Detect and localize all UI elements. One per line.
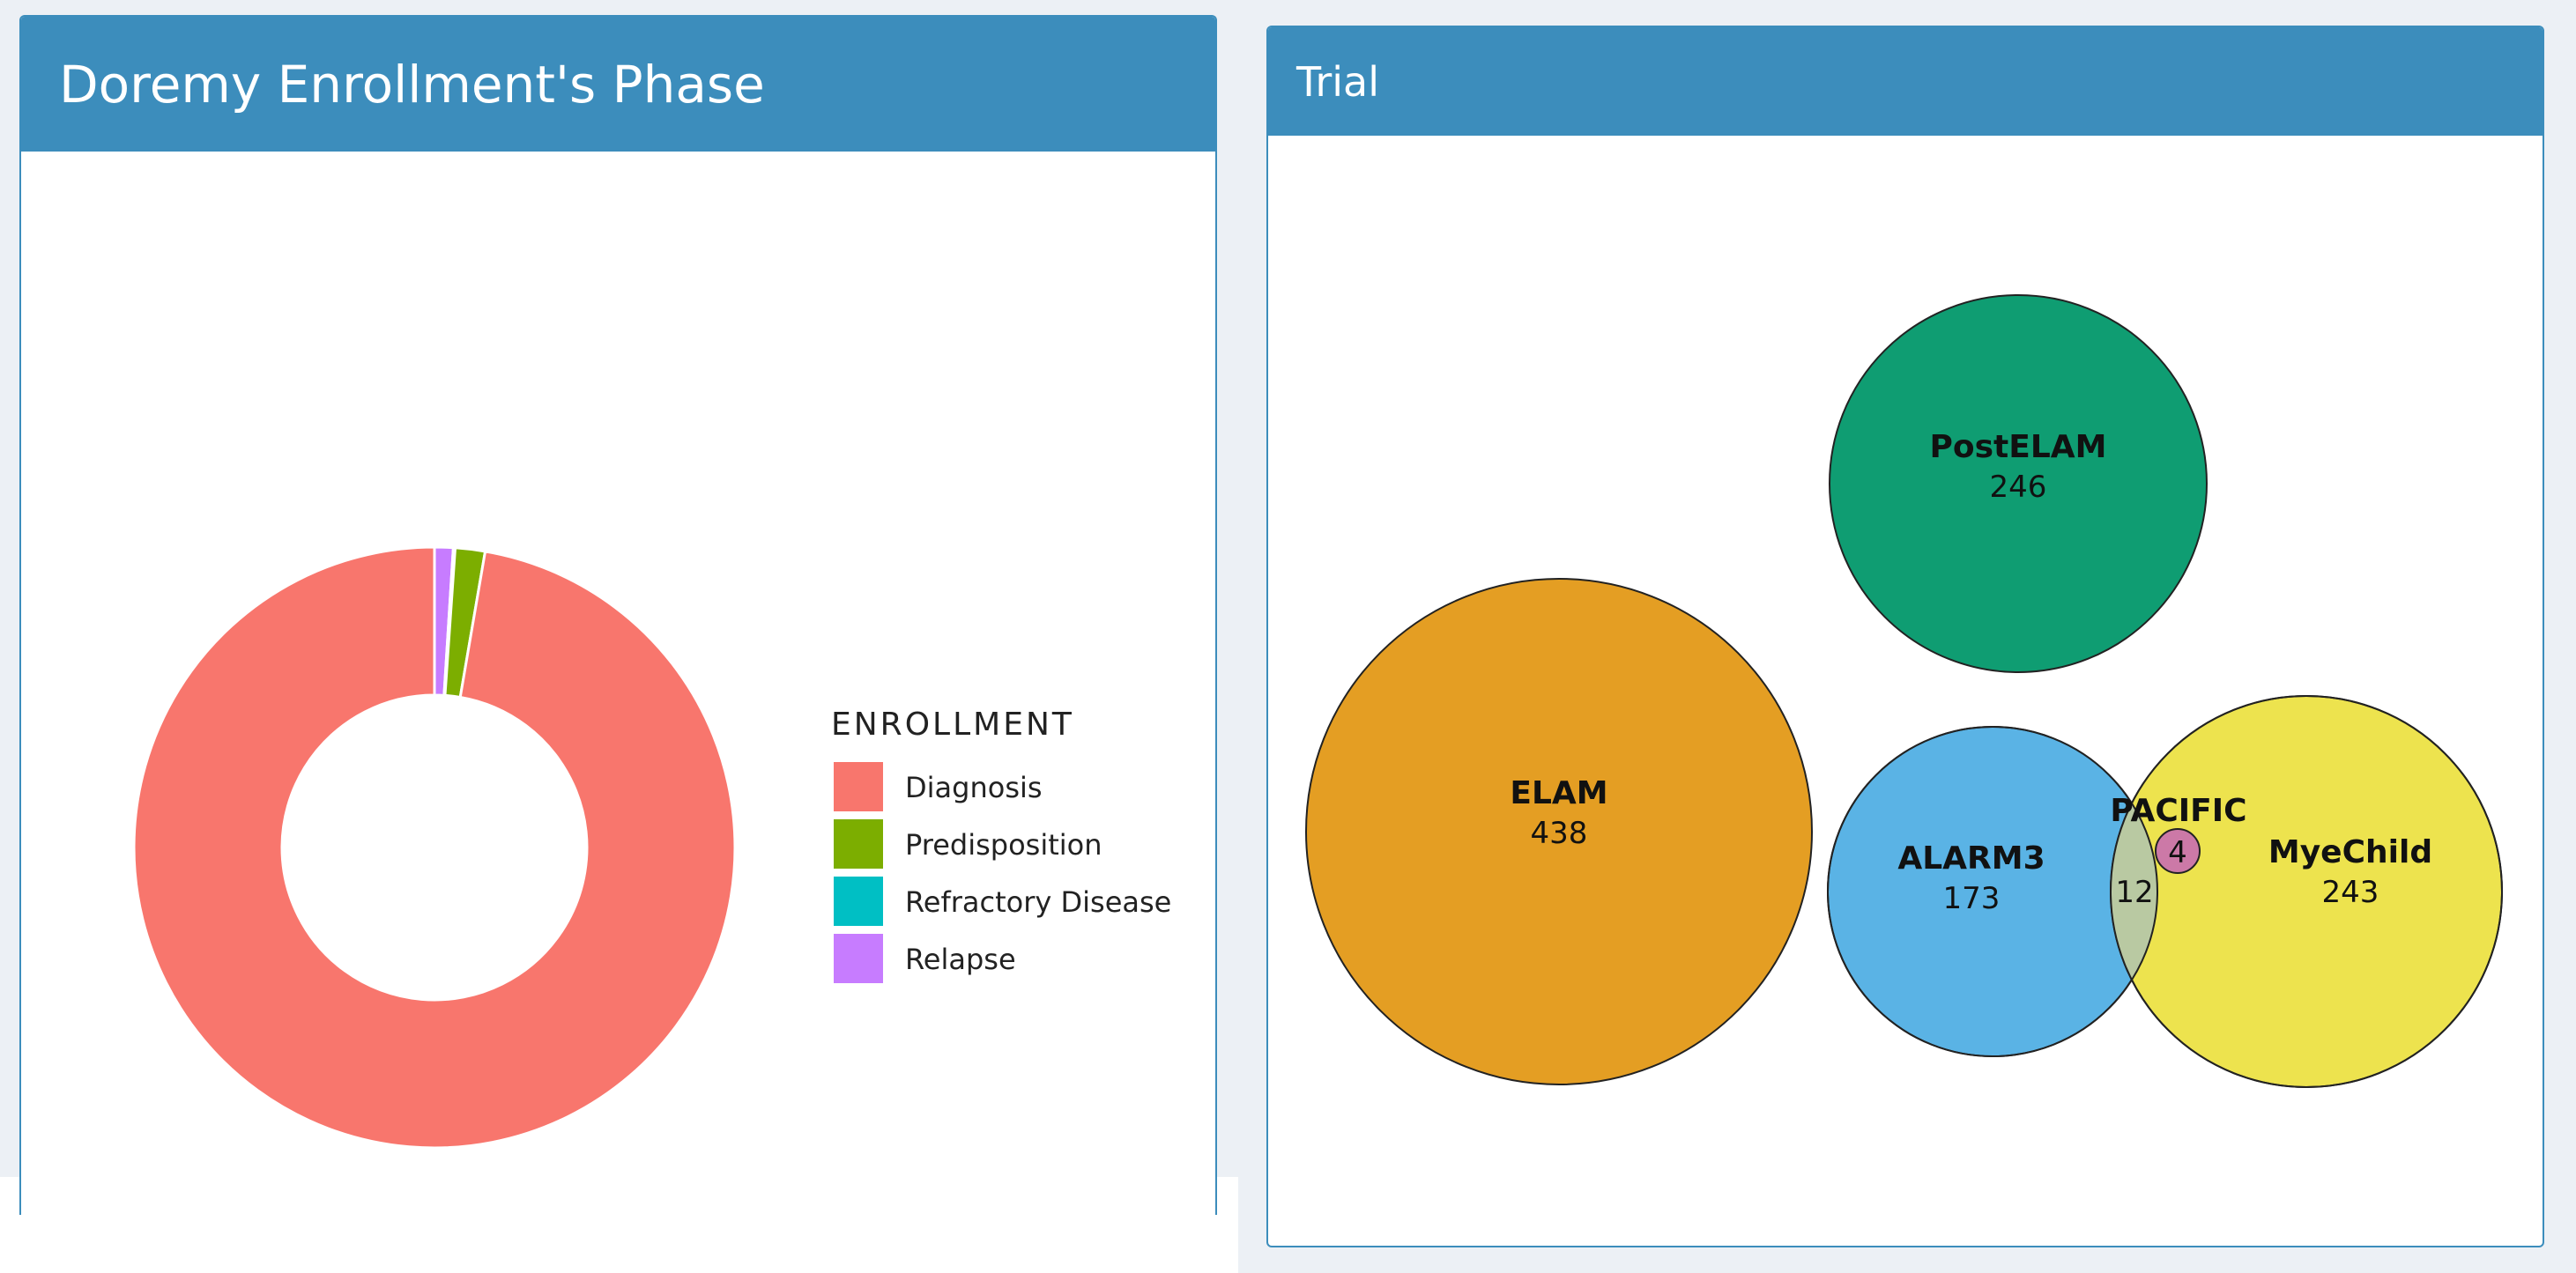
venn-label-myechild: MyeChild xyxy=(2268,834,2432,870)
venn-count-pacific: 4 xyxy=(2168,835,2187,870)
trial-header: Trial xyxy=(1268,27,2543,136)
venn-label-alarm3: ALARM3 xyxy=(1897,840,2045,877)
legend-label: Refractory Disease xyxy=(905,885,1171,919)
enrollment-donut-chart: ENROLLMENT Diagnosis Predisposition Refrac… xyxy=(132,545,1171,1150)
legend-label: Diagnosis xyxy=(905,771,1043,804)
panel-title: Trial xyxy=(1296,57,1379,106)
legend-label: Predisposition xyxy=(905,828,1102,862)
venn-count-elam: 438 xyxy=(1531,816,1588,851)
donut-slice-diagnosis xyxy=(132,545,737,1150)
venn-overlap-count: 12 xyxy=(2115,875,2153,910)
venn-outline-myechild xyxy=(2110,695,2503,1088)
venn-count-postelam: 246 xyxy=(1990,470,2047,505)
venn-set-myechild xyxy=(2110,695,2503,1088)
venn-set-pacific xyxy=(2155,828,2201,874)
legend-label: Relapse xyxy=(905,943,1016,976)
venn-outline-alarm3 xyxy=(1827,726,2158,1057)
venn-label-postelam: PostELAM xyxy=(1930,429,2107,465)
venn-label-elam: ELAM xyxy=(1510,775,1607,811)
legend-swatch xyxy=(834,819,883,869)
venn-count-myechild: 243 xyxy=(2322,875,2379,910)
legend-swatch xyxy=(834,877,883,926)
enrollment-phase-header: Doremy Enrollment's Phase xyxy=(21,17,1215,152)
legend-swatch xyxy=(834,762,883,811)
venn-count-alarm3: 173 xyxy=(1943,881,2001,916)
venn-set-postelam xyxy=(1829,294,2208,673)
venn-label-pacific: PACIFIC xyxy=(2110,793,2246,829)
legend-swatch xyxy=(834,934,883,983)
panel-title: Doremy Enrollment's Phase xyxy=(59,54,765,115)
venn-set-elam xyxy=(1305,578,1813,1085)
legend-title: ENROLLMENT xyxy=(831,707,1074,743)
